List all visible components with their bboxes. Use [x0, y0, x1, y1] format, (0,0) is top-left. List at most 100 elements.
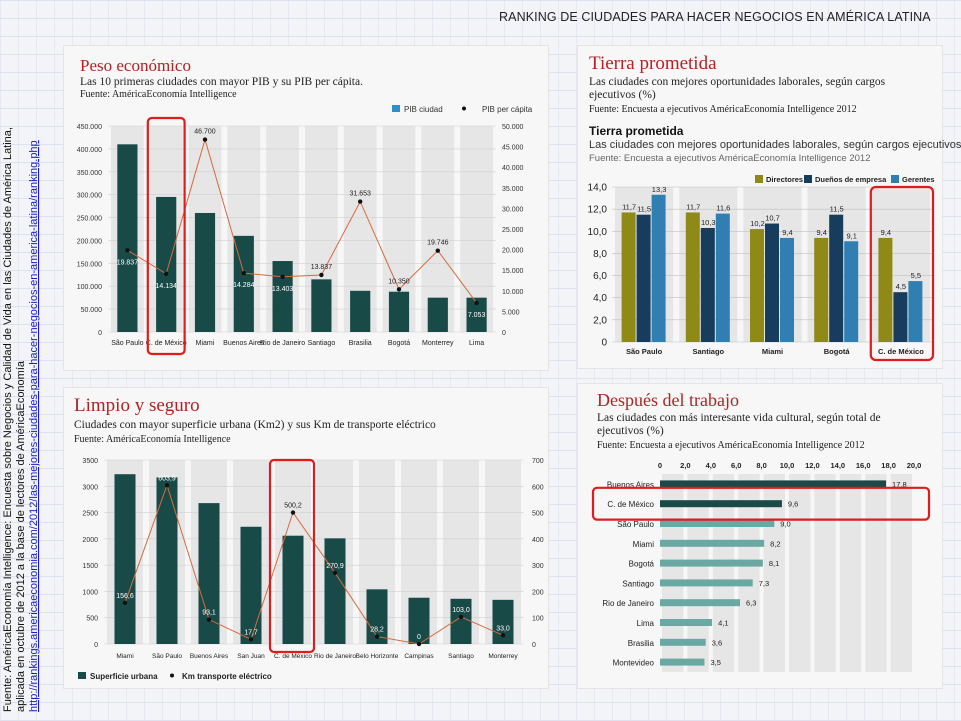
peso-ytick-left: 150.000: [77, 261, 102, 268]
peso-bar-santiago: [311, 279, 332, 332]
peso-point-label: 46.700: [194, 129, 216, 136]
despues-bar-buenos-aires: [660, 480, 887, 488]
limpio-xtick-c-de-mexico: C. de México: [274, 653, 312, 660]
tierra-ytick: 12,0: [588, 205, 608, 216]
tierra-legend-label-gerentes: Gerentes: [902, 175, 935, 184]
tierra-legend-label-duenos-de-empresa: Dueños de empresa: [815, 175, 887, 184]
peso-subtitle: Las 10 primeras ciudades con mayor PIB y…: [80, 76, 363, 88]
limpio-ytick-right: 300: [532, 563, 544, 570]
peso-ytick-left: 200.000: [77, 238, 102, 245]
tierra-value-label: 9,4: [881, 228, 891, 237]
despues-xtick: 12,0: [805, 461, 820, 470]
peso-bar-miami: [194, 212, 216, 332]
limpio-ytick-left: 2500: [82, 511, 98, 518]
legend-marker-pib-per-capita: [462, 106, 466, 111]
tierra-bar-c-de-mexico-duenos-de-empresa: [893, 292, 908, 342]
limpio-ytick-right: 600: [532, 484, 544, 491]
limpio-ytick-left: 1000: [82, 589, 98, 596]
tierra-value-label: 9,4: [816, 228, 826, 237]
limpio-bar-c-de-mexico: [282, 535, 304, 644]
despues-xtick: 6,0: [731, 461, 741, 470]
peso-ytick-right: 40.000: [502, 165, 524, 172]
tierra-bar-santiago-directores: [685, 212, 700, 342]
limpio-ytick-right: 0: [532, 642, 536, 649]
tierra-value-label: 4,5: [896, 282, 906, 291]
peso-ytick-left: 450.000: [77, 124, 102, 131]
tierra-bar-c-de-mexico-gerentes: [908, 281, 923, 342]
despues-xtick: 8,0: [756, 461, 766, 470]
tierra-value-label: 10,7: [765, 214, 780, 223]
peso-bar-rio-de-janeiro: [272, 261, 293, 332]
peso-ytick-right: 10.000: [502, 289, 524, 296]
despues-bar-bogota: [660, 559, 763, 567]
despues-bar-rio-de-janeiro: [660, 599, 741, 607]
peso-ytick-right: 30.000: [502, 206, 524, 213]
tierra-bar-sao-paulo-gerentes: [651, 194, 666, 342]
tierra-ytick: 8,0: [593, 249, 607, 260]
tierra-legend-swatch-directores: [755, 175, 763, 183]
tierra-bar-sao-paulo-duenos-de-empresa: [636, 214, 651, 342]
limpio-xtick-santiago: Santiago: [448, 653, 474, 660]
limpio-legend-label-transporte: Km transporte eléctrico: [182, 672, 272, 681]
despues-column-bg: [865, 474, 887, 672]
source-line-2: aplicada en octubre de 2012 a la base de…: [15, 360, 27, 712]
peso-xtick-buenos-aires: Buenos Aires: [223, 340, 265, 347]
limpio-bar-sao-paulo: [156, 477, 178, 644]
limpio-ytick-left: 3500: [82, 458, 98, 465]
source-link[interactable]: http://rankings.americaeconomia.com/2012…: [28, 140, 40, 712]
limpio-bar-buenos-aires: [198, 503, 220, 644]
peso-ytick-left: 400.000: [77, 147, 102, 154]
peso-bar-c-de-mexico: [156, 196, 177, 332]
peso-ytick-right: 0: [502, 330, 506, 337]
limpio-point-label: 103,0: [452, 607, 470, 614]
tierra-xtick-bogota: Bogotá: [824, 347, 851, 356]
despues-source: Fuente: Encuesta a ejecutivos AméricaEco…: [597, 440, 865, 451]
peso-point-miami: [202, 137, 208, 142]
despues-value-label: 9,0: [780, 520, 790, 529]
despues-value-label: 8,2: [770, 539, 780, 548]
tierra-ytick: 2,0: [593, 315, 607, 326]
tierra-legend-label-directores: Directores: [766, 175, 803, 184]
limpio-point-belo-horizonte: [374, 634, 380, 639]
peso-point-monterrey: [435, 248, 440, 253]
limpio-point-miami: [122, 600, 128, 606]
tierra-value-label: 13,3: [652, 185, 667, 194]
limpio-bar-rio-de-janeiro: [324, 538, 346, 644]
peso-point-santiago: [319, 272, 324, 278]
limpio-ytick-left: 0: [94, 642, 98, 649]
limpio-ytick-left: 500: [86, 616, 98, 623]
tierra-value-label: 11,5: [830, 205, 844, 214]
peso-point-label: 10.350: [388, 278, 410, 285]
tierra-value-label: 11,7: [622, 202, 636, 211]
limpio-legend-label-superficie: Superficie urbana: [90, 672, 158, 681]
tierra-highlight-box: [869, 185, 935, 362]
chart-peso-economico: PIB ciudad PIB per cápita 0 50.000 100.000 15…: [77, 105, 533, 356]
limpio-bar-campinas: [408, 597, 430, 644]
despues-ytick-bogota: Bogotá: [629, 560, 655, 569]
peso-point-bogota: [396, 287, 402, 292]
peso-point-label: 13.837: [311, 264, 333, 271]
peso-bar-lima: [466, 297, 487, 332]
despues-xtick: 0: [658, 461, 662, 470]
limpio-ytick-left: 1500: [82, 563, 98, 570]
tierra-legend-swatch-gerentes: [891, 175, 899, 183]
limpio-xtick-san-juan: San Juan: [237, 653, 265, 660]
peso-ytick-right: 5.000: [502, 309, 520, 316]
despues-ytick-brasilia: Brasilia: [628, 639, 655, 648]
limpio-point-label: 270,9: [326, 563, 344, 570]
despues-bar-montevideo: [660, 658, 705, 666]
peso-ytick-left: 100.000: [77, 284, 102, 291]
limpio-xtick-campinas: Campinas: [404, 653, 434, 660]
despues-bar-brasilia: [660, 638, 706, 646]
tierra-value-label: 5,5: [911, 271, 921, 280]
peso-ytick-left: 350.000: [77, 170, 102, 177]
tierra-value-label: 11,5: [637, 205, 651, 214]
peso-bar-buenos-aires: [233, 235, 254, 332]
despues-column-bg: [814, 474, 836, 672]
tierra-xtick-sao-paulo: São Paulo: [626, 347, 663, 356]
peso-point-label: 31.653: [349, 191, 371, 198]
limpio-point-buenos-aires: [206, 617, 212, 622]
tierra-value-label: 10,2: [750, 219, 765, 228]
peso-title: Peso económico: [80, 56, 191, 75]
limpio-legend-marker-transporte: [170, 673, 174, 678]
